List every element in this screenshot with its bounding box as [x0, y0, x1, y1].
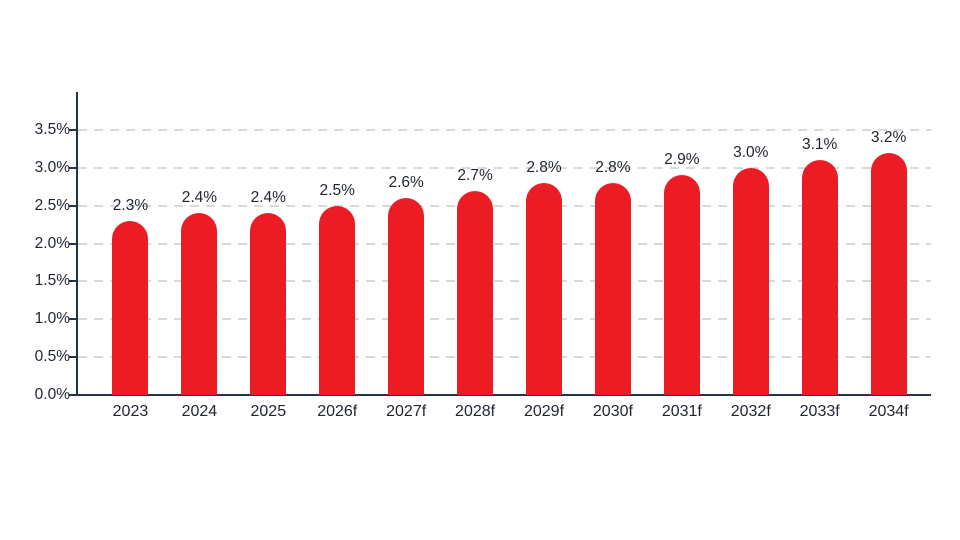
x-tick-label: 2027f	[386, 403, 427, 420]
bar-value-label: 3.1%	[802, 136, 838, 154]
bar-series: 2.3% 2.4% 2.4% 2.5% 2.6% 2.7% 2.8% 2.8% 2.9% 3.0%…	[96, 92, 923, 395]
y-tick-label: 0.0%	[34, 386, 70, 403]
y-tick-mark	[69, 166, 78, 169]
bar	[388, 198, 425, 395]
bar-column: 2.5%	[303, 92, 372, 395]
y-tick-mark	[69, 242, 78, 245]
bar	[801, 160, 838, 395]
bar	[525, 183, 562, 395]
bar-column: 3.2%	[854, 92, 923, 395]
x-tick-label: 2029f	[523, 403, 565, 420]
gridline	[78, 356, 931, 359]
bar-value-label: 2.9%	[664, 151, 700, 169]
bar	[112, 220, 149, 395]
bar	[663, 175, 700, 395]
bar-value-label: 3.2%	[870, 128, 907, 146]
bar-value-label: 2.3%	[112, 196, 149, 214]
x-axis-line	[76, 394, 931, 396]
bar-column: 2.8%	[510, 92, 579, 395]
x-tick-label: 2026f	[317, 403, 358, 420]
bar-column: 2.8%	[578, 92, 647, 395]
bar-value-label: 3.0%	[733, 143, 769, 161]
y-tick-mark	[69, 129, 78, 132]
bar-value-label: 2.8%	[526, 159, 562, 177]
y-tick-label: 2.0%	[34, 234, 70, 252]
y-tick-mark	[69, 318, 78, 321]
y-tick-label: 3.5%	[34, 121, 70, 139]
bar-column: 2.4%	[234, 92, 303, 395]
x-tick-label: 2024	[181, 403, 218, 420]
bar-column: 2.3%	[96, 92, 165, 395]
bar	[250, 213, 287, 395]
x-tick-label: 2025	[250, 403, 287, 420]
y-tick-mark	[69, 394, 78, 396]
gridline	[78, 280, 931, 283]
bar-column: 3.0%	[716, 92, 785, 395]
y-tick-label: 2.5%	[34, 196, 70, 214]
bar	[181, 213, 218, 395]
bar-value-label: 2.7%	[457, 166, 493, 184]
x-tick-label: 2034f	[868, 403, 909, 420]
bar	[457, 190, 494, 395]
bar	[594, 183, 631, 395]
x-tick-label: 2032f	[730, 403, 771, 420]
bar	[732, 167, 769, 395]
x-tick-label: 2031f	[661, 403, 702, 420]
x-tick-label: 2028f	[455, 403, 496, 420]
bar-value-label: 2.4%	[181, 189, 218, 207]
bar-column: 2.6%	[372, 92, 441, 395]
y-tick-mark	[69, 204, 78, 207]
y-tick-label: 0.5%	[34, 348, 70, 366]
y-tick-label: 3.0%	[34, 158, 70, 176]
bar-value-label: 2.5%	[319, 181, 355, 199]
x-axis-labels: 2023 2024 2025 2026f 2027f 2028f 2029f 2030f 203…	[96, 403, 923, 421]
x-tick-label: 2030f	[592, 403, 633, 420]
y-tick-mark	[69, 280, 78, 283]
bar	[319, 205, 356, 395]
bar	[870, 152, 907, 395]
gridline	[78, 204, 931, 207]
bar-value-label: 2.8%	[595, 159, 631, 177]
gridline	[78, 166, 931, 169]
bar-value-label: 2.6%	[388, 174, 424, 192]
bar-column: 3.1%	[785, 92, 854, 395]
bar-value-label: 2.4%	[250, 189, 286, 207]
y-tick-label: 1.0%	[34, 310, 70, 328]
gridline	[78, 242, 931, 245]
bar-column: 2.7%	[441, 92, 510, 395]
x-tick-label: 2033f	[799, 403, 840, 420]
y-tick-mark	[69, 356, 78, 359]
gridline	[78, 129, 931, 132]
x-tick-label: 2023	[112, 403, 149, 420]
bar-column: 2.4%	[165, 92, 234, 395]
y-tick-label: 1.5%	[34, 272, 70, 290]
bar-column: 2.9%	[647, 92, 716, 395]
gridline	[78, 318, 931, 321]
